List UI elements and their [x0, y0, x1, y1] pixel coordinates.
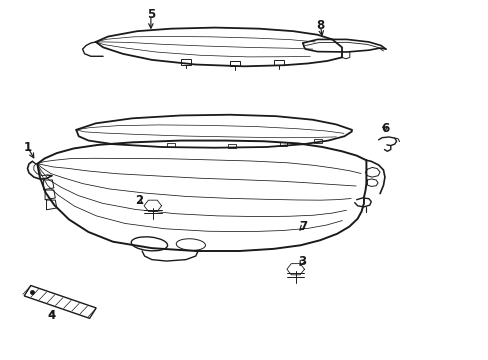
Polygon shape — [273, 59, 283, 65]
Text: 3: 3 — [297, 255, 305, 268]
Text: 4: 4 — [48, 309, 56, 322]
Text: 7: 7 — [298, 220, 306, 233]
Text: 2: 2 — [134, 194, 142, 207]
Polygon shape — [167, 143, 175, 147]
Text: 1: 1 — [23, 140, 32, 153]
Polygon shape — [313, 139, 321, 143]
Polygon shape — [229, 60, 239, 66]
Text: 6: 6 — [380, 122, 388, 135]
Polygon shape — [181, 59, 190, 64]
Polygon shape — [279, 142, 287, 146]
Text: 8: 8 — [316, 19, 324, 32]
Polygon shape — [228, 144, 236, 148]
Polygon shape — [24, 285, 96, 318]
Text: 5: 5 — [146, 8, 155, 21]
